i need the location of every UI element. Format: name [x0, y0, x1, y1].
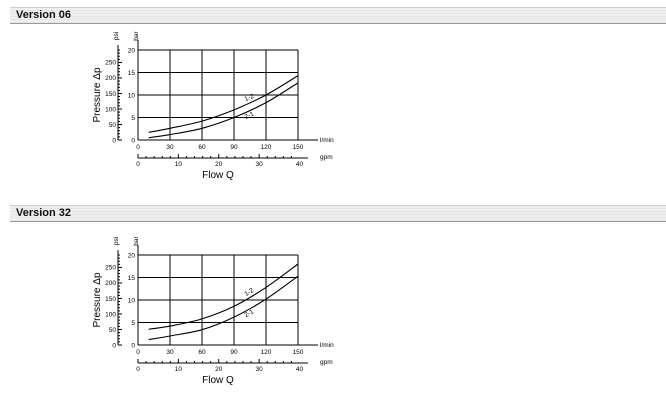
series-label-1-2: 1-2: [243, 287, 255, 298]
x-tick-label: 150: [293, 144, 304, 151]
x-tick-label: 60: [198, 144, 206, 151]
y-tick-label: 0: [131, 342, 135, 349]
x-axis-title: Flow Q: [202, 375, 234, 386]
x-tick-label: 0: [136, 144, 140, 151]
y-secondary-tick-label: 50: [109, 122, 117, 129]
y-tick-label: 10: [128, 297, 136, 304]
x-secondary-tick-label: 20: [215, 161, 223, 168]
y-secondary-tick-label: 250: [105, 60, 116, 67]
y-axis-title: Pressure Δp: [92, 272, 103, 327]
y-tick-label: 20: [128, 47, 136, 54]
x-tick-label: 90: [230, 144, 238, 151]
y-tick-label: 10: [128, 92, 136, 99]
y-unit-primary: bar: [133, 30, 140, 40]
y-secondary-tick-label: 150: [105, 91, 116, 98]
y-secondary-tick-label: 200: [105, 280, 116, 287]
y-secondary-tick-label: 150: [105, 296, 116, 303]
x-secondary-tick-label: 40: [296, 366, 304, 373]
series-label-2-1: 2-1: [243, 308, 255, 319]
y-tick-label: 5: [131, 320, 135, 327]
x-unit-secondary: gpm: [320, 154, 333, 161]
series-line-1-2: [148, 263, 299, 330]
x-secondary-tick-label: 20: [215, 366, 223, 373]
x-unit-primary: l/min: [320, 342, 334, 349]
y-tick-label: 15: [128, 70, 136, 77]
y-secondary-tick-label: 250: [105, 265, 116, 272]
section-header-version-32: Version 32: [10, 205, 666, 222]
series-line-2-1: [148, 82, 299, 139]
y-unit-secondary: psi: [113, 237, 120, 245]
x-unit-secondary: gpm: [320, 359, 333, 366]
grid: [137, 49, 299, 141]
series-label-1-2: 1-2: [244, 93, 256, 103]
y-unit-secondary: psi: [113, 32, 120, 40]
x-secondary-tick-label: 40: [296, 161, 304, 168]
y-unit-primary: bar: [133, 235, 140, 245]
series-line-1-2: [148, 75, 299, 133]
y-secondary-tick-label: 200: [105, 75, 116, 82]
x-tick-label: 120: [261, 349, 272, 356]
section-title: Version 32: [16, 207, 72, 219]
section-title: Version 06: [16, 9, 72, 21]
x-tick-label: 30: [166, 349, 174, 356]
x-tick-label: 120: [261, 144, 272, 151]
series-line-2-1: [148, 275, 299, 341]
y-secondary-tick-label: 0: [112, 342, 116, 349]
y-secondary-tick-label: 0: [112, 137, 116, 144]
section-header-version-06: Version 06: [10, 7, 666, 24]
x-secondary-tick-label: 30: [256, 366, 264, 373]
y-secondary-tick-label: 50: [109, 327, 117, 334]
x-secondary-tick-label: 10: [175, 366, 183, 373]
x-tick-label: 90: [230, 349, 238, 356]
y-tick-label: 15: [128, 275, 136, 282]
x-secondary-tick-label: 0: [136, 366, 140, 373]
y-tick-label: 5: [131, 115, 135, 122]
grid: [137, 254, 299, 346]
x-secondary-tick-label: 30: [256, 161, 264, 168]
x-tick-label: 30: [166, 144, 174, 151]
y-tick-label: 20: [128, 252, 136, 259]
x-axis-title: Flow Q: [202, 170, 234, 181]
y-tick-label: 0: [131, 137, 135, 144]
x-secondary-tick-label: 0: [136, 161, 140, 168]
x-tick-label: 0: [136, 349, 140, 356]
x-tick-label: 150: [293, 349, 304, 356]
y-axis-title: Pressure Δp: [92, 67, 103, 122]
y-secondary-tick-label: 100: [105, 106, 116, 113]
x-tick-label: 60: [198, 349, 206, 356]
x-secondary-tick-label: 10: [175, 161, 183, 168]
y-secondary-tick-label: 100: [105, 311, 116, 318]
series-label-2-1: 2-1: [244, 110, 256, 120]
x-unit-primary: l/min: [320, 137, 334, 144]
